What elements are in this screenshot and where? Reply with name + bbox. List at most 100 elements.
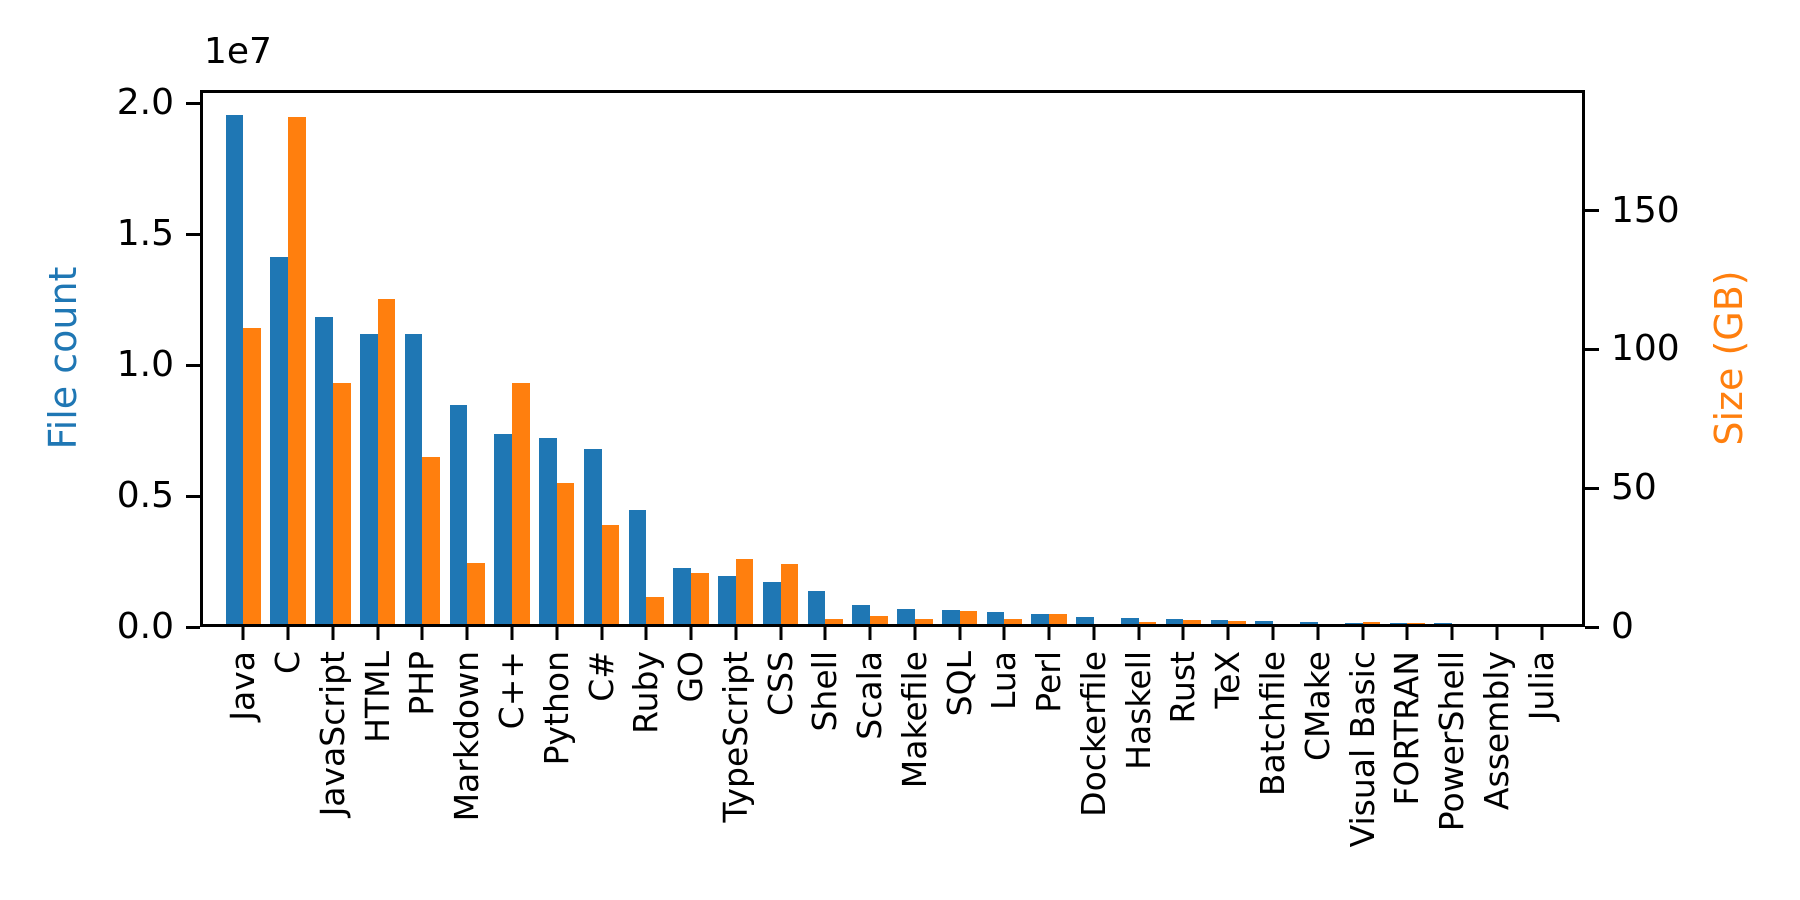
x-tick-label-rust: Rust [1163,651,1203,724]
bar-file-count-lua [986,611,1005,627]
bar-size-gb-go [691,573,709,627]
bar-file-count-ruby [628,509,647,627]
bar-size-gb-assembly [1496,624,1515,627]
bar-group-lua: Lua [982,90,1027,710]
y-tick-label-right-0: 0 [1611,606,1634,647]
bar-group-powershell: PowerShell [1430,90,1475,831]
bar-file-count-css [762,581,781,627]
bar-group-c: C [266,90,311,674]
bar-size-gb-visual-basic [1362,621,1381,627]
bar-size-gb-ruby [646,596,664,627]
x-tick-label-css: CSS [760,651,800,716]
bar-group-sql: SQL [937,90,982,716]
bar-group-php: PHP [400,90,445,716]
bar-size-gb-scala [870,616,888,627]
x-tick-label-javascript: JavaScript [312,651,352,817]
bar-size-gb-python [556,482,575,627]
bar-group-shell: Shell [803,90,848,732]
y-tick-mark-left [186,494,200,498]
bar-size-gb-julia [1541,626,1560,627]
x-tick-label-dockerfile: Dockerfile [1073,651,1113,817]
bar-size-gb-c- [511,383,530,627]
x-tick-label-tex: TeX [1208,651,1248,709]
x-tick-mark [1495,627,1499,640]
y-tick-mark-right [1585,625,1599,629]
bar-file-count-batchfile [1255,620,1273,627]
bar-size-gb-typescript [735,558,754,627]
bar-group-css: CSS [758,90,803,716]
bar-size-gb-fortran [1407,622,1425,627]
bar-size-gb-dockerfile [1093,625,1112,627]
y-tick-label-left-0.0: 0.0 [116,606,174,647]
y-tick-label-left-1.0: 1.0 [116,344,174,386]
x-tick-label-julia: Julia [1521,651,1561,721]
x-tick-mark [1271,627,1275,640]
bar-file-count-java [225,114,244,627]
bar-group-markdown: Markdown [445,90,490,821]
bar-size-gb-shell [825,618,843,627]
bar-file-count-dockerfile [1076,617,1094,627]
x-tick-mark [1361,627,1365,640]
bar-size-gb-powershell [1452,625,1470,627]
y-tick-mark-left [186,232,200,236]
x-tick-mark [1092,627,1096,640]
bar-file-count-typescript [718,576,736,627]
bar-size-gb-javascript [332,383,351,627]
x-tick-mark [913,627,917,640]
y-axis-label-file-count: File count [41,266,85,450]
bar-group-go: GO [669,90,714,703]
y-tick-mark-right [1585,209,1599,212]
bar-size-gb-sql [959,611,978,627]
y-tick-label-right-100: 100 [1611,328,1680,370]
x-tick-label-c-: C# [581,651,621,702]
bar-size-gb-perl [1049,613,1067,627]
bar-size-gb-c- [601,524,620,627]
bar-size-gb-batchfile [1272,625,1291,627]
x-tick-label-makefile: Makefile [894,651,934,789]
bar-file-count-tex [1210,620,1229,627]
x-tick-mark [376,627,380,640]
bar-size-gb-html [377,299,396,627]
y-tick-label-right-50: 50 [1611,467,1657,509]
x-tick-label-fortran: FORTRAN [1387,651,1427,806]
x-tick-label-c: C [267,651,307,675]
bar-group-javascript: JavaScript [311,90,356,816]
bar-group-c-: C++ [490,90,535,729]
bar-file-count-go [673,567,692,627]
bar-group-scala: Scala [848,90,893,740]
bar-file-count-assembly [1479,624,1497,627]
x-tick-label-typescript: TypeScript [715,651,755,823]
bar-size-gb-markdown [467,562,485,627]
x-tick-mark [958,627,962,640]
bar-file-count-c- [494,433,512,627]
bar-size-gb-rust [1183,619,1202,627]
x-tick-label-shell: Shell [805,651,845,732]
bar-size-gb-cmake [1317,625,1336,627]
x-tick-mark [241,627,245,640]
bar-size-gb-php [422,456,441,627]
x-tick-label-batchfile: Batchfile [1252,651,1292,797]
bar-group-ruby: Ruby [624,90,669,734]
bar-group-visual-basic: Visual Basic [1340,90,1385,847]
x-tick-label-html: HTML [357,651,397,743]
x-tick-label-java: Java [223,651,263,721]
x-tick-label-php: PHP [402,651,442,716]
bar-file-count-visual-basic [1344,622,1363,627]
bar-file-count-julia [1523,625,1542,627]
bar-group-python: Python [534,90,579,765]
bar-group-julia: Julia [1519,90,1564,720]
x-tick-mark [420,627,424,640]
bar-groups: Java C JavaScript HTML PHP Markdown C++ Python C… [200,90,1585,847]
bar-file-count-javascript [315,316,333,627]
x-tick-label-ruby: Ruby [626,651,666,734]
bar-file-count-rust [1165,618,1184,627]
x-tick-mark [644,627,648,640]
bar-file-count-php [404,334,423,627]
x-tick-mark [868,627,872,640]
x-tick-label-perl: Perl [1029,651,1069,713]
bar-group-typescript: TypeScript [713,90,758,823]
bar-group-makefile: Makefile [892,90,937,788]
bar-group-haskell: Haskell [1116,90,1161,770]
bar-file-count-markdown [449,405,468,627]
